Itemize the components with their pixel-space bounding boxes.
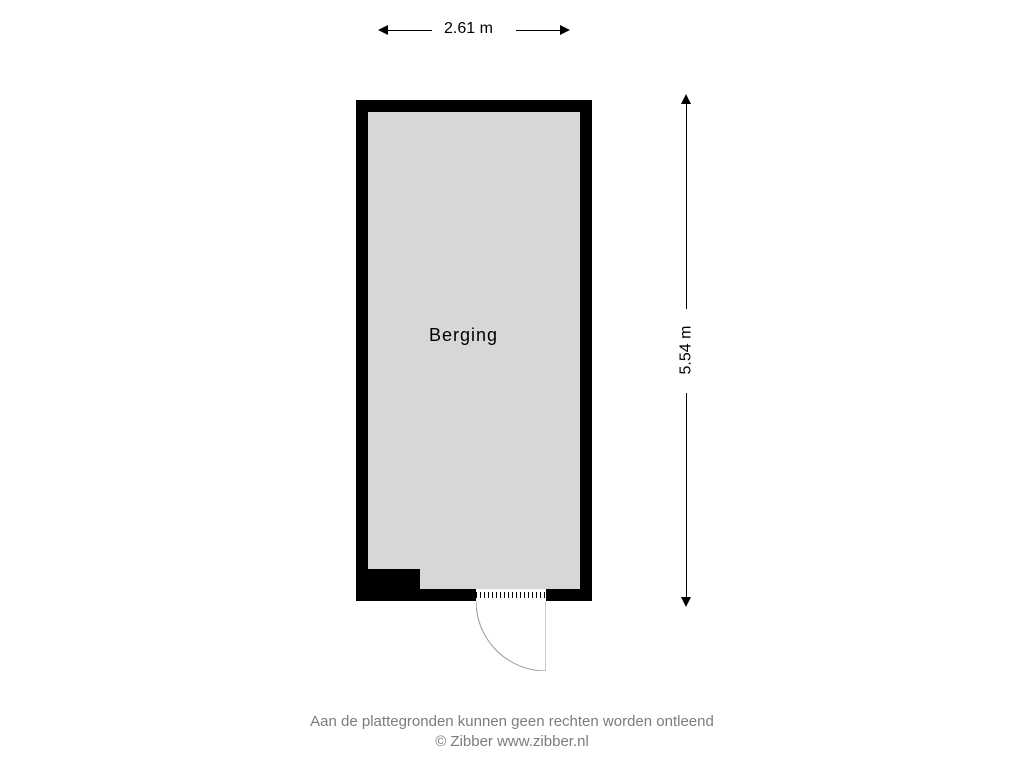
door-swing <box>476 601 546 671</box>
dimension-right-label: 5.54 m <box>677 325 695 374</box>
wall-bottom-right <box>546 589 592 601</box>
room-label: Berging <box>429 325 498 346</box>
wall-bottom-left <box>356 589 476 601</box>
wall-left <box>356 100 368 601</box>
interior-block <box>368 569 420 589</box>
footer-line1: Aan de plattegronden kunnen geen rechten… <box>0 712 1024 732</box>
footer-line2: © Zibber www.zibber.nl <box>0 732 1024 752</box>
wall-top <box>356 100 592 112</box>
floorplan-stage: 2.61 m 5.54 m Berging Aan de plattegrond… <box>0 0 1024 768</box>
room-berging: Berging <box>356 100 592 601</box>
room-fill <box>368 112 580 589</box>
wall-right <box>580 100 592 601</box>
door-threshold <box>476 592 546 598</box>
dimension-top-label: 2.61 m <box>444 20 493 38</box>
footer: Aan de plattegronden kunnen geen rechten… <box>0 712 1024 753</box>
